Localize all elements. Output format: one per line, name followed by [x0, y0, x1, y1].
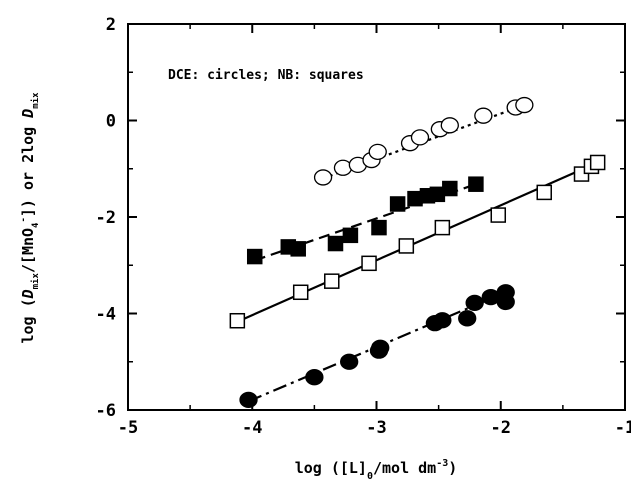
data-point [398, 238, 415, 254]
data-point [290, 241, 306, 257]
y-axis-title: log (Dmix/[MnO4-]) or 2log Dmix [19, 92, 41, 344]
data-point [371, 219, 387, 236]
data-point [246, 248, 263, 265]
data-point [434, 219, 451, 236]
y-tick-label: 0 [106, 112, 116, 132]
chart-annotation: DCE: circles; NB: squares [168, 68, 364, 83]
x-tick-label: -2 [491, 418, 511, 438]
data-point [496, 293, 515, 311]
x-axis-title: log ([L]0/mol dm-3) [295, 458, 458, 479]
data-point [474, 107, 493, 124]
tick-labels: -5 -4 -3 -2 -1 2 0 -2 -4 -6 [96, 15, 631, 438]
data-point [324, 273, 340, 289]
x-tick-label: -1 [615, 418, 631, 438]
y-tick-label: -6 [96, 401, 116, 421]
data-point [515, 96, 534, 114]
data-point [433, 312, 452, 329]
data-point [229, 312, 246, 329]
data-point [368, 143, 387, 161]
data-point [440, 117, 459, 134]
data-point [313, 169, 333, 186]
data-point [442, 180, 458, 197]
y-tick-label: -2 [96, 208, 116, 228]
data-point [465, 294, 484, 312]
y-tick-label: 2 [106, 15, 116, 35]
data-point [468, 176, 484, 192]
axis-ticks [127, 23, 626, 411]
data-points [229, 96, 606, 409]
data-point [340, 353, 359, 370]
data-point [536, 184, 552, 201]
data-point [239, 391, 258, 409]
data-point [342, 227, 359, 244]
x-tick-label: -4 [242, 418, 262, 438]
x-tick-label: -3 [366, 418, 386, 438]
data-point [327, 235, 344, 252]
data-point [371, 339, 390, 356]
data-point [292, 284, 309, 301]
data-point [305, 369, 324, 386]
data-point [458, 310, 477, 327]
data-point [361, 255, 377, 272]
data-point [589, 154, 606, 171]
data-point [490, 207, 507, 223]
data-point [410, 129, 430, 146]
data-point [333, 159, 353, 176]
y-tick-label: -4 [96, 305, 116, 325]
data-point [389, 196, 406, 212]
x-tick-label: -5 [118, 418, 138, 438]
